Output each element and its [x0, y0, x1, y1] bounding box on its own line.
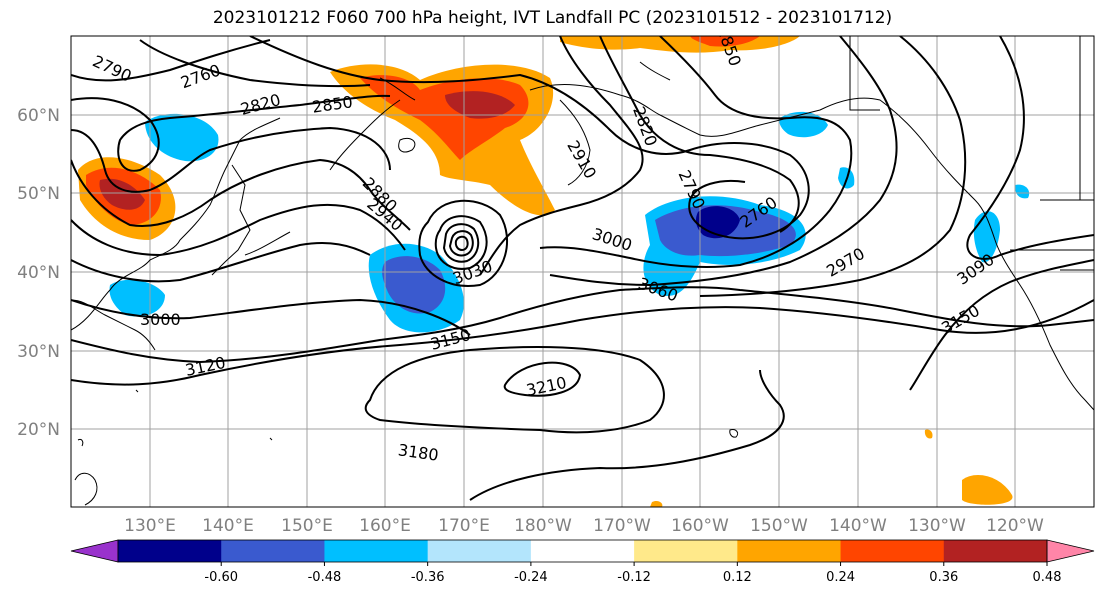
lon-label: 180°W	[514, 516, 572, 536]
lon-label: 140°E	[202, 516, 254, 536]
lon-label: 170°W	[593, 516, 651, 536]
colorbar-segment	[737, 540, 842, 562]
colorbar: -0.60 -0.48 -0.36 -0.24 -0.12 0.12 0.24 0.36 0.4…	[70, 539, 1095, 585]
map-border	[70, 35, 1095, 508]
colorbar-tick-label: 0.48	[1033, 570, 1062, 585]
colorbar-segment	[840, 540, 945, 562]
graticule	[71, 36, 1094, 507]
map-title: 2023101212 F060 700 hPa height, IVT Land…	[212, 8, 893, 28]
colorbar-extend-max	[1046, 539, 1095, 563]
colorbar-tick-label: -0.60	[204, 570, 238, 585]
lon-label: 160°W	[671, 516, 729, 536]
colorbar-segment	[118, 540, 222, 562]
colorbar-segment	[530, 540, 635, 562]
lat-label: 20°N	[17, 420, 60, 440]
colorbar-tick-label: 0.36	[929, 570, 958, 585]
colorbar-outline	[117, 539, 1048, 563]
lon-label: 150°W	[750, 516, 808, 536]
lat-label: 40°N	[17, 263, 60, 283]
lon-label: 170°E	[438, 516, 490, 536]
colorbar-segment	[324, 540, 429, 562]
lon-label: 130°E	[124, 516, 176, 536]
colorbar-segment	[427, 540, 532, 562]
colorbar-tick-label: 0.24	[826, 570, 855, 585]
height-contours	[71, 36, 1094, 501]
lon-label: 120°W	[986, 516, 1044, 536]
shaded-anomaly-layer	[78, 36, 1030, 507]
lon-label: 160°E	[359, 516, 411, 536]
colorbar-tick-label: -0.36	[411, 570, 445, 585]
colorbar-tick-label: -0.12	[617, 570, 651, 585]
colorbar-extend-min	[70, 539, 119, 563]
latitude-labels: 60°N 50°N 40°N 30°N 20°N	[17, 106, 60, 440]
lat-label: 30°N	[17, 342, 60, 362]
colorbar-segment	[943, 540, 1048, 562]
colorbar-tick-label: -0.48	[308, 570, 342, 585]
colorbar-tick-label: 0.12	[723, 570, 752, 585]
lon-label: 150°E	[281, 516, 333, 536]
lon-label: 130°W	[908, 516, 966, 536]
longitude-labels: 130°E 140°E 150°E 160°E 170°E 180°W 170°…	[124, 516, 1044, 536]
colorbar-segment	[634, 540, 738, 562]
contour-label: 3000	[140, 310, 181, 329]
colorbar-ticks: -0.60 -0.48 -0.36 -0.24 -0.12 0.12 0.24 0.36 0.4…	[204, 562, 1062, 585]
colorbar-tick-label: -0.24	[514, 570, 548, 585]
lat-label: 60°N	[17, 106, 60, 126]
lat-label: 50°N	[17, 184, 60, 204]
lon-label: 140°W	[829, 516, 887, 536]
colorbar-segments	[70, 539, 1095, 563]
colorbar-segment	[221, 540, 325, 562]
